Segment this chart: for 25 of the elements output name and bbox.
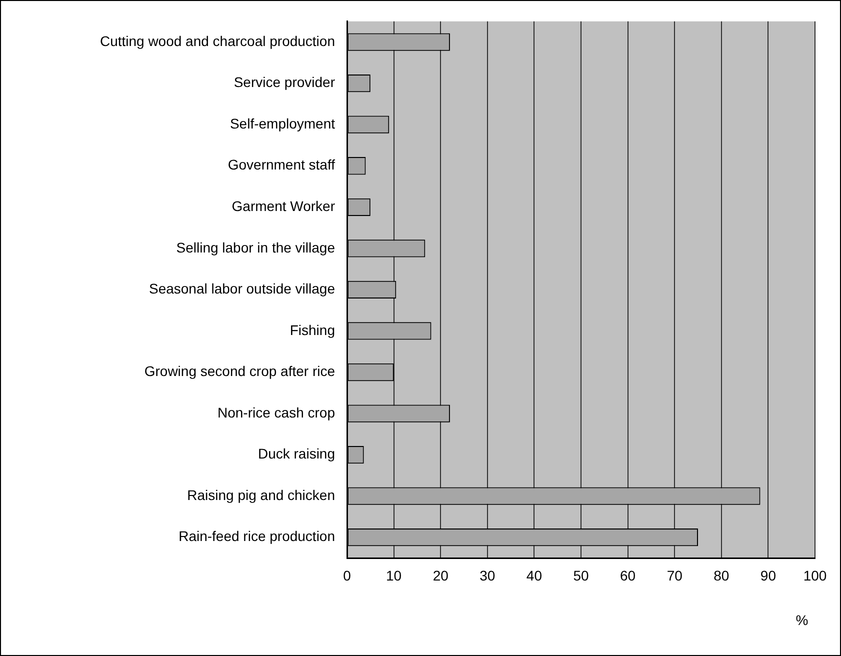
y-tick-label: Rain-feed rice production bbox=[178, 528, 335, 544]
x-tick-label: 100 bbox=[803, 567, 827, 584]
x-tick-label: 30 bbox=[480, 567, 496, 584]
y-tick-label: Cutting wood and charcoal production bbox=[100, 32, 335, 49]
y-tick-label: Garment Worker bbox=[232, 198, 336, 214]
y-tick-label: Self-employment bbox=[230, 115, 336, 132]
y-tick-label: Growing second crop after rice bbox=[144, 363, 336, 380]
x-tick-label: 20 bbox=[432, 567, 449, 584]
y-tick-label: Government staff bbox=[228, 156, 336, 173]
y-tick-label: Raising pig and chicken bbox=[187, 486, 335, 503]
x-axis-title: % bbox=[796, 612, 808, 628]
y-tick-label: Service provider bbox=[234, 74, 336, 90]
x-tick-label: 10 bbox=[386, 567, 402, 584]
x-tick-label: 90 bbox=[760, 567, 776, 584]
x-tick-label: 60 bbox=[620, 567, 636, 584]
x-tick-label: 70 bbox=[666, 567, 683, 584]
x-tick-label: 40 bbox=[526, 567, 542, 584]
y-tick-label: Selling labor in the village bbox=[176, 239, 336, 256]
y-tick-label: Non-rice cash crop bbox=[218, 404, 336, 420]
y-tick-label: Duck raising bbox=[258, 446, 335, 462]
y-tick-label: Fishing bbox=[290, 322, 335, 338]
x-tick-label: 0 bbox=[343, 567, 352, 584]
x-tick-label: 50 bbox=[573, 567, 589, 584]
x-tick-label: 80 bbox=[714, 567, 730, 584]
y-tick-label: Seasonal labor outside village bbox=[148, 280, 336, 297]
